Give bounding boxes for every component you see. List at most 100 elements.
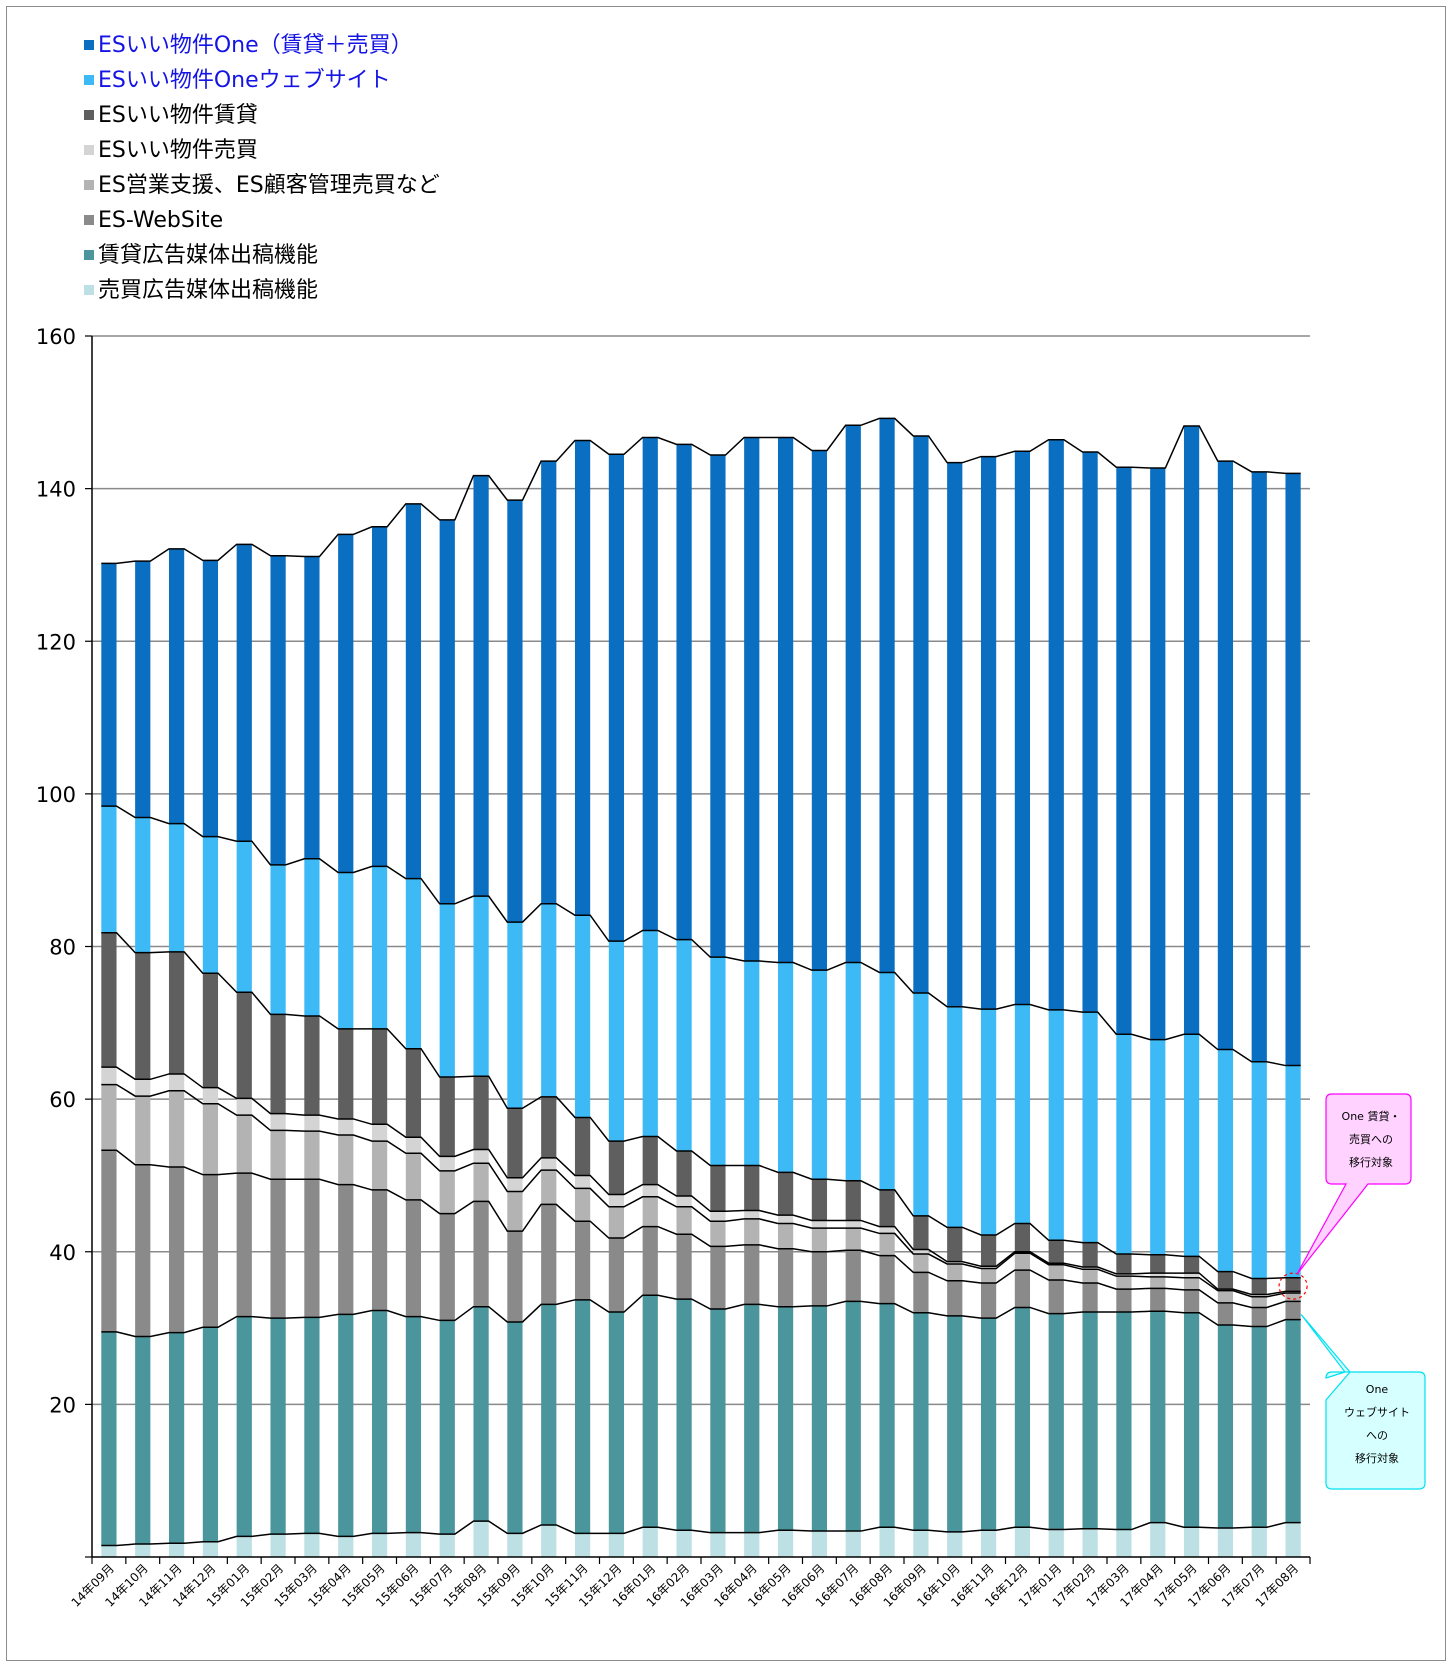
bar-segment <box>1251 1527 1267 1557</box>
bar-segment <box>744 1532 760 1557</box>
legend-swatch <box>84 285 94 295</box>
bar-segment <box>135 561 151 818</box>
bar-segment <box>338 534 354 873</box>
bar-segment <box>574 1117 591 1176</box>
bar-segment <box>947 1227 963 1262</box>
bar-segment <box>744 437 760 961</box>
bar-segment <box>879 1189 895 1227</box>
bar-segment <box>811 1220 828 1229</box>
series-line <box>101 1520 1301 1547</box>
bar-segment <box>1150 1273 1166 1277</box>
bar-segment <box>980 1266 997 1269</box>
bar-segment <box>202 1541 219 1557</box>
bar-segment <box>1014 1270 1031 1308</box>
bar-segment <box>1082 451 1098 1013</box>
bar-segment <box>439 1213 455 1321</box>
bar-segment <box>1251 1294 1267 1297</box>
bar-segment <box>101 563 117 807</box>
bar-segment <box>1285 473 1301 1066</box>
bar-segment <box>304 1015 320 1116</box>
legend-swatch <box>84 145 94 155</box>
bar-segment <box>473 1163 489 1202</box>
legend-label: ESいい物件One（賃貸＋売買） <box>98 33 413 58</box>
bar-segment <box>1150 1522 1166 1557</box>
bar-segment <box>1183 1273 1200 1278</box>
legend-label: 売買広告媒体出稿機能 <box>98 278 319 303</box>
bar-segment <box>608 1141 625 1195</box>
bar-segment <box>168 823 185 952</box>
bar-segment <box>1217 1289 1234 1291</box>
bar-segment <box>811 1305 828 1532</box>
bar-segment <box>1116 1312 1132 1530</box>
y-tick-label: 160 <box>36 325 76 349</box>
bar-segment <box>1285 1301 1301 1320</box>
bar-segment <box>845 1228 861 1251</box>
bar-segment <box>541 903 557 1097</box>
chart-legend: ESいい物件One（賃貸＋売買） ESいい物件Oneウェブサイト ESいい物件賃… <box>84 28 440 308</box>
bar-segment <box>473 1521 489 1557</box>
bar-segment <box>1150 1311 1166 1523</box>
y-tick-label: 120 <box>36 630 76 654</box>
series-line <box>101 805 1301 1067</box>
bar-segment <box>1014 451 1031 1005</box>
bar-segment <box>101 1331 117 1546</box>
bar-segment <box>676 1234 692 1300</box>
bar-segment <box>980 1530 997 1557</box>
bar-segment <box>1183 1034 1200 1257</box>
bar-segment <box>304 1317 320 1534</box>
bar-segment <box>608 1238 625 1313</box>
bar-segment <box>338 872 354 1029</box>
bar-segment <box>574 1175 591 1189</box>
bar-segment <box>168 951 185 1074</box>
bar-segment <box>913 993 929 1216</box>
bar-segment <box>270 555 286 865</box>
bar-segment <box>811 450 828 971</box>
bar-segment <box>980 1283 997 1319</box>
bar-segment <box>710 1165 726 1212</box>
legend-label: ESいい物件売買 <box>98 138 258 163</box>
bar-segment <box>541 1204 557 1305</box>
bar-segment <box>676 1196 692 1207</box>
bar-segment <box>845 1220 861 1229</box>
bar-segment <box>405 1199 422 1317</box>
bar-segment <box>879 1303 895 1528</box>
bar-segment <box>507 500 523 923</box>
y-tick-label: 20 <box>49 1393 76 1417</box>
bar-segment <box>913 435 929 994</box>
bar-segment <box>1082 1283 1098 1313</box>
bar-segment <box>947 1261 963 1264</box>
bar-segment <box>879 1527 895 1557</box>
bar-segment <box>507 1321 523 1534</box>
bar-segment <box>473 896 489 1077</box>
bar-segment <box>1183 1277 1200 1290</box>
bar-segment <box>980 1318 997 1531</box>
legend-item: ES-WebSite <box>84 203 440 238</box>
bar-segment <box>202 836 219 974</box>
bar-segment <box>1251 1278 1267 1295</box>
bar-segment <box>777 1248 794 1307</box>
bar-segment <box>811 1531 828 1557</box>
legend-item: ESいい物件One（賃貸＋売買） <box>84 28 440 63</box>
bar-segment <box>1251 471 1267 1062</box>
bar-segment <box>1150 468 1166 1040</box>
bar-segment <box>642 930 658 1137</box>
bar-segment <box>1048 1313 1064 1530</box>
bar-segment <box>980 456 997 1010</box>
bar-segment <box>980 1234 997 1267</box>
bar-segment <box>405 1153 422 1200</box>
bar-segment <box>777 1306 794 1531</box>
bar-segment <box>811 970 828 1180</box>
bar-segment <box>135 817 151 953</box>
bar-segment <box>270 1318 286 1535</box>
bar-segment <box>101 1067 117 1085</box>
bar-segment <box>710 957 726 1166</box>
bar-segment <box>270 1534 286 1557</box>
bar-segment <box>777 1172 794 1216</box>
bar-segment <box>270 1014 286 1114</box>
bar-segment <box>710 1246 726 1309</box>
callout-one-chintai-baibai: One 賃貸・ 売買への 移行対象 <box>1330 1105 1412 1174</box>
bar-segment <box>439 1076 455 1157</box>
bar-segment <box>744 1165 760 1211</box>
bar-segment <box>744 1210 760 1219</box>
bar-segment <box>439 1320 455 1535</box>
